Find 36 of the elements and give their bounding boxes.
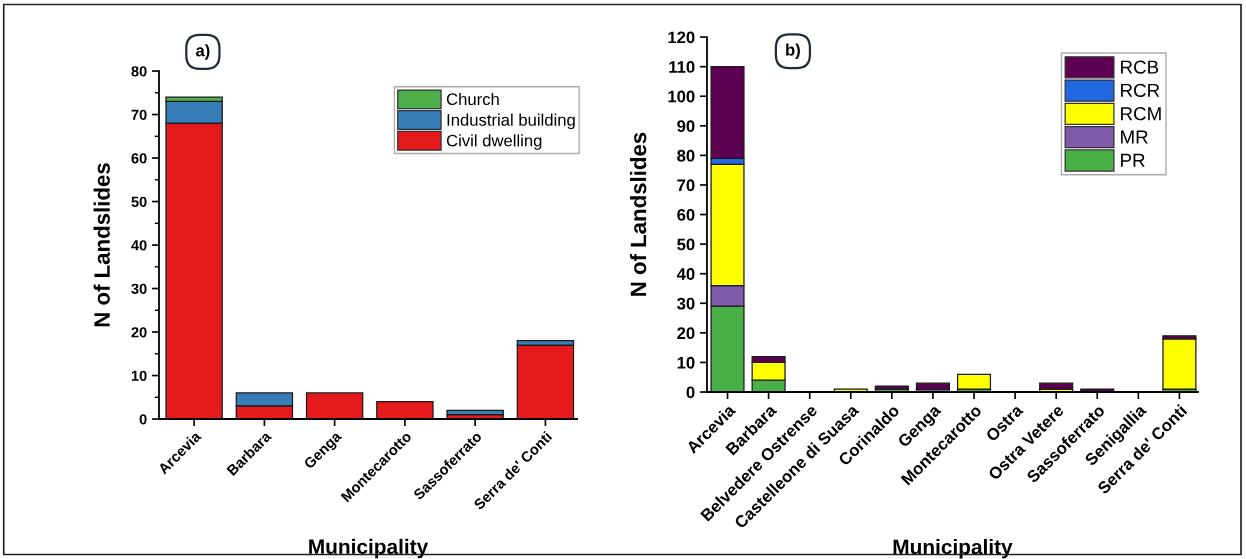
y-tick-label: 20 [131, 327, 147, 338]
legend-label: RCB [1121, 60, 1159, 74]
y-tick-label: 80 [677, 149, 695, 162]
y-tick-label: 110 [669, 61, 695, 73]
legend-label: Civil dwelling [446, 134, 542, 150]
y-tick-label: 30 [677, 297, 695, 310]
y-tick-label: 10 [131, 370, 147, 381]
y-axis-title: N of Landslides [629, 132, 647, 296]
y-tick-label: 40 [676, 268, 695, 280]
y-tick-label: 10 [677, 356, 695, 369]
y-tick-label: 50 [131, 196, 147, 207]
legend-label: MR [1121, 130, 1148, 144]
legend-label: PR [1121, 153, 1145, 167]
y-tick-label: 100 [668, 90, 695, 103]
legend-label: Church [446, 92, 499, 106]
chart-title: a) [195, 44, 210, 60]
chart-title: b) [786, 43, 800, 60]
legend-label: Industrial building [447, 113, 575, 130]
y-tick-label: 60 [677, 208, 695, 221]
legend-label: RCR [1121, 83, 1160, 98]
y-tick-label: 0 [686, 386, 695, 399]
y-tick-label: 50 [677, 238, 695, 251]
x-axis-title: Municipality [893, 539, 1013, 559]
y-tick-label: 80 [131, 66, 147, 77]
legend-label: RCM [1121, 107, 1161, 121]
y-tick-label: 70 [131, 109, 147, 120]
y-axis-title: N of Landslides [93, 163, 110, 327]
y-tick-label: 90 [677, 120, 695, 133]
y-tick-label: 120 [668, 31, 695, 44]
y-tick-label: 60 [131, 153, 147, 164]
y-tick-label: 0 [139, 414, 147, 425]
y-tick-label: 20 [677, 327, 695, 340]
y-tick-label: 30 [131, 283, 147, 294]
y-tick-label: 70 [677, 179, 695, 192]
x-axis-title: Municipality [309, 538, 429, 559]
y-tick-label: 40 [131, 240, 147, 251]
